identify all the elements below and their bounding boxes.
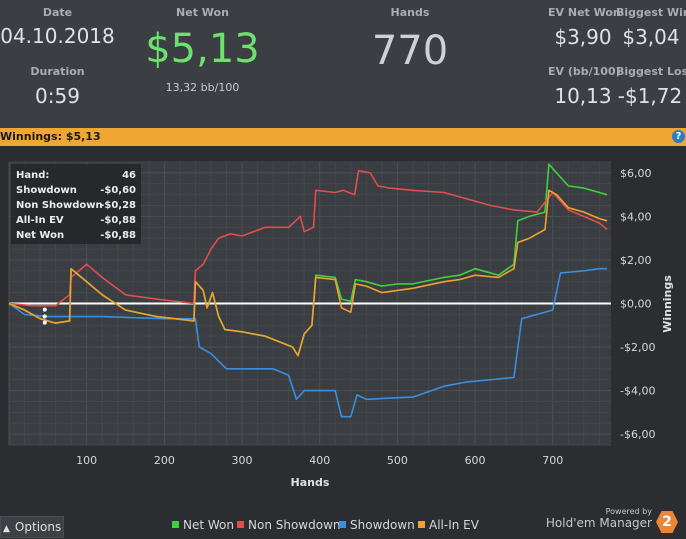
winnings-bar-text: Winnings: $5,13	[0, 130, 101, 143]
hm2-logo-icon: 2	[656, 511, 678, 533]
biggest-loss-value: -$1,72	[617, 84, 683, 108]
legend-net-won[interactable]: Net Won	[172, 518, 234, 532]
biggest-win-value: $3,04	[622, 25, 680, 49]
duration-value: 0:59	[35, 84, 80, 108]
hands-value: 770	[371, 28, 449, 74]
x-tick-label: 500	[387, 454, 408, 467]
net-won-value: $5,13	[145, 26, 260, 72]
y-tick-label: -$2,00	[620, 341, 655, 354]
y-tick-label: $2,00	[620, 254, 652, 267]
hover-dot	[42, 307, 47, 312]
winnings-chart: 100 200 300 400 500 600 700 $6,00 $4,00 $2,00 $0,…	[8, 161, 674, 489]
y-tick-label: -$4,00	[620, 385, 655, 398]
hands-label: Hands	[390, 6, 430, 19]
y-tick-label: $6,00	[620, 167, 652, 180]
x-tick-labels: 100 200 300 400 500 600 700	[76, 454, 563, 467]
x-tick-label: 400	[309, 454, 330, 467]
tooltip-label: Net Won	[16, 230, 64, 241]
powered-by-text: Powered by	[605, 507, 652, 516]
hand-tooltip: Hand: 46 Showdown -$0,60 Non Showdown-$0,28 A…	[11, 164, 141, 244]
x-tick-label: 700	[542, 454, 563, 467]
tooltip-value: 46	[122, 170, 136, 181]
y-tick-label: $0,00	[620, 298, 652, 311]
tooltip-label: Non Showdown	[16, 200, 103, 211]
brand-block: Powered by Hold'em Manager	[546, 507, 652, 530]
x-axis-label: Hands	[291, 476, 330, 489]
net-won-label: Net Won	[176, 6, 229, 19]
series-lines	[8, 163, 608, 418]
tooltip-value: -$0,28	[100, 200, 136, 211]
biggest-loss-label: Biggest Loss	[616, 65, 686, 78]
tooltip-label: Hand:	[16, 170, 49, 181]
legend-label: Showdown	[350, 518, 415, 532]
ev-bb100-label: EV (bb/100)	[548, 65, 621, 78]
brand-name: Hold'em Manager	[545, 516, 652, 530]
biggest-win-label: Biggest Win	[616, 6, 686, 19]
legend-swatch-icon	[237, 521, 244, 528]
tooltip-label: All-In EV	[16, 215, 64, 226]
legend-swatch-icon	[172, 521, 179, 528]
tooltip-value: -$0,88	[100, 215, 136, 226]
ev-net-won-label: EV Net Won	[548, 6, 621, 19]
hover-dot	[42, 314, 47, 319]
hover-dot	[42, 320, 47, 325]
x-tick-label: 100	[76, 454, 97, 467]
options-label: Options	[14, 520, 62, 534]
series-line-non-showdown	[8, 169, 608, 307]
tooltip-value: -$0,88	[100, 230, 136, 241]
legend-non-showdown[interactable]: Non Showdown	[237, 518, 341, 532]
y-tick-label: -$6,00	[620, 428, 655, 441]
legend-label: All-In EV	[429, 518, 479, 532]
legend-swatch-icon	[418, 521, 425, 528]
tooltip-value: -$0,60	[100, 185, 136, 196]
series-line-showdown	[8, 267, 608, 418]
series-line-all-in-ev	[8, 189, 608, 357]
net-won-bb100: 13,32 bb/100	[165, 81, 240, 94]
tooltip-label: Showdown	[16, 185, 77, 196]
duration-label: Duration	[30, 65, 85, 78]
chevron-up-icon: ▲	[3, 524, 10, 534]
stats-panel: Date 04.10.2018 Duration 0:59 Net Won $5…	[0, 0, 686, 128]
ev-net-won-value: $3,90	[554, 25, 612, 49]
winnings-bar: Winnings: $5,13 ?	[0, 128, 686, 146]
y-tick-labels: $6,00 $4,00 $2,00 $0,00 -$2,00 -$4,00 -$6,00	[620, 167, 655, 441]
x-tick-label: 300	[232, 454, 253, 467]
hover-markers	[42, 307, 47, 325]
options-button[interactable]: ▲ Options	[0, 516, 64, 538]
x-tick-label: 600	[465, 454, 486, 467]
legend-label: Non Showdown	[248, 518, 341, 532]
legend-swatch-icon	[339, 521, 346, 528]
date-label: Date	[42, 6, 73, 19]
tooltip-background	[11, 164, 141, 244]
ev-bb100-value: 10,13	[554, 84, 612, 108]
chart-area: 100 200 300 400 500 600 700 $6,00 $4,00 $2,00 $0,…	[0, 146, 686, 508]
x-tick-label: 200	[154, 454, 175, 467]
legend-label: Net Won	[183, 518, 234, 532]
legend-showdown[interactable]: Showdown	[339, 518, 415, 532]
y-tick-label: $4,00	[620, 210, 652, 223]
date-value: 04.10.2018	[0, 24, 115, 48]
legend-all-in-ev[interactable]: All-In EV	[418, 518, 479, 532]
help-icon[interactable]: ?	[672, 130, 685, 143]
y-axis-label: Winnings	[661, 275, 674, 333]
